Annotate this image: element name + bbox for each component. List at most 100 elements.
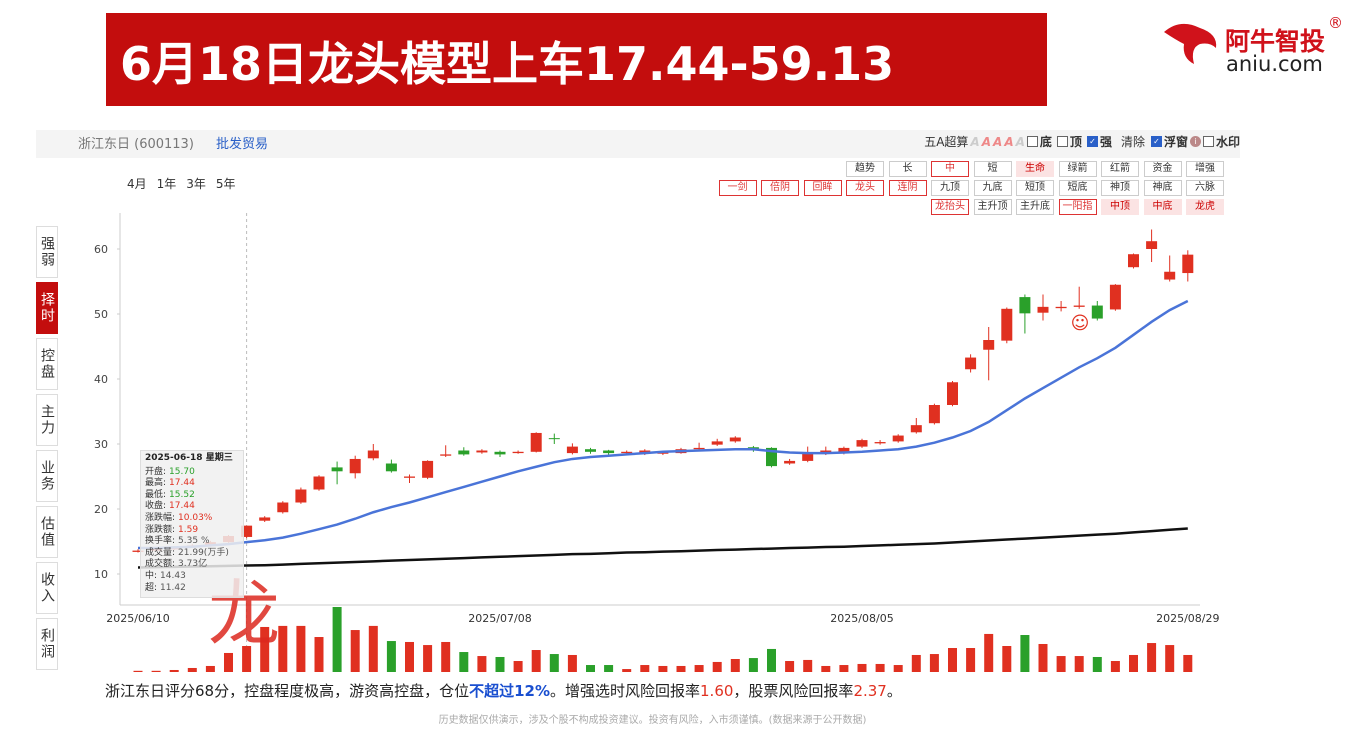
volume-bar	[694, 665, 704, 672]
period[interactable]: 5年	[215, 177, 236, 191]
candle-body	[657, 452, 669, 454]
volume-bar	[622, 669, 632, 672]
indicator-button[interactable]: 龙抬头	[931, 199, 969, 215]
toolbar	[36, 130, 1240, 158]
indicator-button[interactable]: 连阴	[888, 180, 927, 196]
indicator-button[interactable]: 中底	[1143, 199, 1182, 215]
indicator-button[interactable]: 生命	[1016, 161, 1054, 177]
indicator-button[interactable]: 主升底	[1016, 199, 1054, 215]
candle-body	[965, 357, 977, 370]
side-tab[interactable]: 收入	[36, 562, 58, 614]
tooltip-row: 成交量: 21.99(万手)	[145, 548, 239, 560]
period[interactable]: 1年	[156, 177, 177, 191]
summary-part: ，股票风险回报率	[733, 682, 854, 700]
candle-body	[512, 451, 524, 454]
side-tab[interactable]: 估值	[36, 506, 58, 558]
checkbox-label: 顶	[1069, 135, 1082, 149]
candle-body	[1109, 284, 1121, 310]
checkbox[interactable]	[1202, 136, 1214, 147]
tooltip-value: 21.99(万手)	[178, 547, 229, 558]
toolbar-options: 五A超算 A A A A A 底顶 ✓ 强清除 ✓ 浮窗 i 水印	[924, 133, 1240, 150]
candle-body	[802, 452, 814, 461]
tooltip-label: 开盘:	[145, 466, 167, 477]
indicator-button[interactable]: 回眸	[803, 180, 842, 196]
volume-bar	[893, 665, 903, 672]
indicator-button[interactable]: 长	[888, 161, 927, 177]
indicator-button[interactable]: 龙头	[846, 180, 884, 196]
domain: aniu.com	[1226, 52, 1323, 76]
volume-bar	[1129, 654, 1138, 672]
indicator-button[interactable]: 资金	[1143, 161, 1182, 177]
indicator-button[interactable]: 神底	[1143, 180, 1182, 196]
y-tick-label: 60	[94, 243, 108, 256]
candle-body	[476, 450, 488, 453]
candle-body	[241, 525, 253, 537]
indicator-button[interactable]: 短顶	[1016, 180, 1054, 196]
candle-body	[910, 425, 922, 433]
indicator-button[interactable]: 神顶	[1101, 180, 1139, 196]
a-letter: A	[1015, 134, 1025, 149]
indicator-button[interactable]: 中	[931, 161, 969, 177]
candle-body	[784, 460, 796, 464]
period[interactable]: 3年	[186, 177, 206, 191]
candle-body	[548, 438, 560, 440]
a-letter: A	[993, 134, 1003, 149]
checkbox-label: 浮窗	[1163, 135, 1188, 149]
volume-bar	[187, 667, 197, 672]
candle-body	[404, 476, 415, 478]
candle-body	[729, 437, 741, 442]
a-letter: A	[970, 134, 980, 149]
indicator-button[interactable]: 趋势	[846, 161, 884, 177]
tooltip-value: 14.43	[160, 570, 186, 581]
candle-body	[422, 460, 434, 478]
indicator-button[interactable]: 龙虎	[1186, 199, 1224, 215]
candle-body	[277, 502, 289, 513]
checkbox[interactable]	[1026, 136, 1038, 147]
volume-bar	[1092, 656, 1102, 672]
indicator-button[interactable]: 六脉	[1186, 180, 1224, 196]
indicator-button[interactable]: 中顶	[1101, 199, 1139, 215]
volume-bar	[1038, 643, 1048, 672]
indicator-button[interactable]: 绿箭	[1058, 161, 1097, 177]
clear[interactable]: 清除	[1120, 135, 1145, 149]
side-tab[interactable]: 利润	[36, 618, 58, 670]
side-tab[interactable]: 主力	[36, 394, 58, 446]
indicator-button[interactable]: 红箭	[1101, 161, 1139, 177]
volume-bar	[658, 665, 668, 672]
summary: 浙江东日评分68分，控盘程度极高，游资高控盘，仓位不超过12%。增强选时风险回报…	[105, 680, 902, 701]
candle-body	[313, 476, 325, 490]
tooltip-row: 中: 14.43	[145, 571, 239, 583]
checkbox[interactable]	[1056, 136, 1068, 147]
indicator-button[interactable]: 九顶	[931, 180, 969, 196]
checkbox[interactable]: ✓	[1150, 136, 1162, 147]
indicator-button[interactable]: 倍阴	[761, 180, 799, 196]
ma-line	[137, 527, 1188, 569]
period[interactable]: 4月	[127, 177, 147, 191]
side-tab[interactable]: 择时	[36, 282, 58, 334]
registered: ®	[1328, 14, 1343, 32]
volume-bar	[676, 665, 686, 672]
volume-bar	[332, 607, 342, 672]
tooltip-value: 3.73亿	[178, 559, 208, 570]
side-tab[interactable]: 控盘	[36, 338, 58, 390]
side-tab[interactable]: 业务	[36, 450, 58, 502]
candle-body	[983, 340, 995, 350]
indicator-button[interactable]: 一阳指	[1058, 199, 1097, 215]
indicator-button[interactable]: 增强	[1186, 161, 1224, 177]
checkbox[interactable]: ✓	[1086, 136, 1098, 147]
indicator-button[interactable]: 九底	[973, 180, 1012, 196]
indicator-button[interactable]: 短底	[1058, 180, 1097, 196]
indicator-button[interactable]: 主升顶	[973, 199, 1012, 215]
tooltip-label: 收盘:	[145, 501, 167, 512]
volume-bar	[495, 656, 505, 672]
tooltip-value: 17.44	[169, 501, 195, 512]
volume-bar	[712, 661, 722, 672]
candle-body	[566, 446, 578, 454]
x-tick-label: 2025/08/29	[1156, 612, 1219, 625]
indicator-button[interactable]: 一剑	[718, 180, 757, 196]
industry[interactable]: 批发贸易	[216, 137, 269, 152]
candle-body	[892, 435, 904, 442]
side-tab[interactable]: 强弱	[36, 226, 58, 278]
indicator-button[interactable]: 短	[973, 161, 1012, 177]
tooltip-value: 11.42	[160, 582, 186, 593]
